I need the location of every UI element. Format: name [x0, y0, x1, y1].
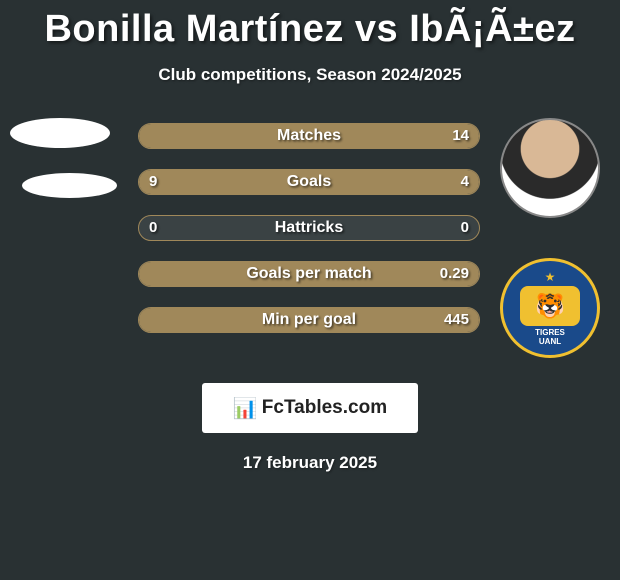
stat-value-right: 0.29 [440, 262, 469, 286]
page-subtitle: Club competitions, Season 2024/2025 [0, 65, 620, 85]
stat-value-right: 14 [452, 124, 469, 148]
page-title: Bonilla Martínez vs IbÃ¡Ã±ez [0, 0, 620, 51]
stat-value-right: 445 [444, 308, 469, 332]
brand-name: FcTables.com [262, 397, 387, 419]
comparison-panel: ★ 🐯 TIGRESUANL Matches 14 9 Goals 4 0 Ha… [0, 123, 620, 333]
stat-label: Min per goal [139, 308, 479, 332]
club-right-avatar: ★ 🐯 TIGRESUANL [500, 258, 600, 358]
stat-row-min-per-goal: Min per goal 445 [138, 307, 480, 333]
club-left-avatar [22, 173, 117, 198]
tigres-tiger-icon: 🐯 [520, 286, 580, 326]
player-right-avatar [500, 118, 600, 218]
stat-label: Hattricks [139, 216, 479, 240]
stat-value-right: 0 [461, 216, 469, 240]
stat-row-matches: Matches 14 [138, 123, 480, 149]
stat-label: Matches [139, 124, 479, 148]
stat-label: Goals per match [139, 262, 479, 286]
chart-icon: 📊 [233, 396, 258, 421]
tigres-label: TIGRESUANL [535, 328, 565, 346]
stat-label: Goals [139, 170, 479, 194]
stat-row-hattricks: 0 Hattricks 0 [138, 215, 480, 241]
footer-date: 17 february 2025 [0, 453, 620, 473]
stats-list: Matches 14 9 Goals 4 0 Hattricks 0 Goals… [138, 123, 480, 333]
tigres-star-icon: ★ [545, 270, 556, 284]
player-left-avatar [10, 118, 110, 148]
stat-row-goals-per-match: Goals per match 0.29 [138, 261, 480, 287]
brand-logo-box[interactable]: 📊 FcTables.com [202, 383, 418, 433]
stat-value-right: 4 [461, 170, 469, 194]
stat-row-goals: 9 Goals 4 [138, 169, 480, 195]
